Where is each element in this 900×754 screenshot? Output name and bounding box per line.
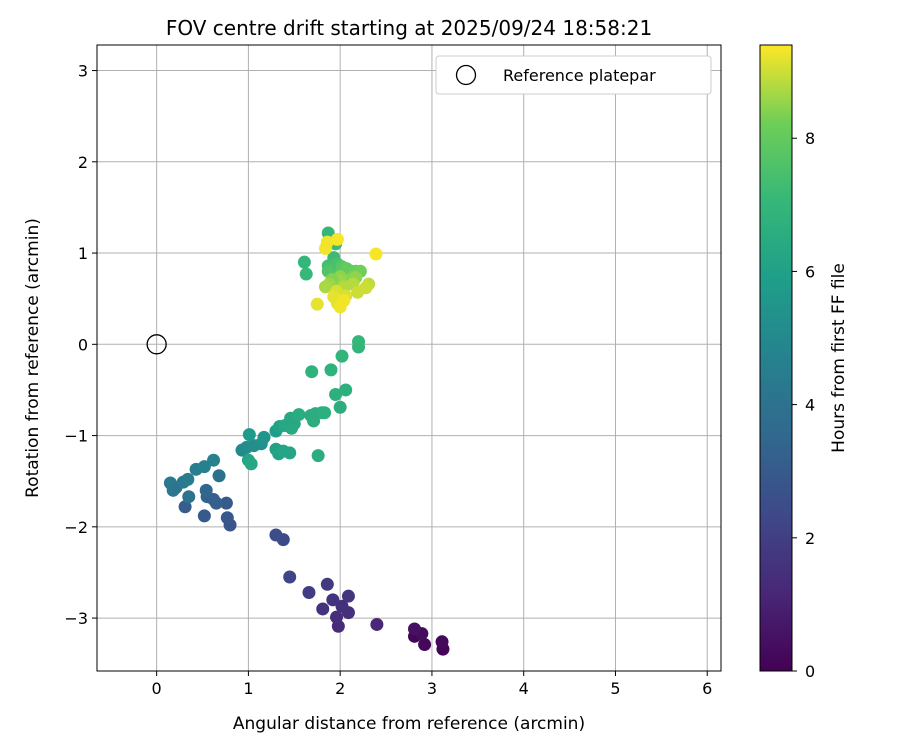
data-point <box>326 593 340 607</box>
data-point <box>305 365 319 379</box>
data-point <box>297 255 311 269</box>
legend-marker <box>455 64 477 86</box>
grid <box>97 45 721 671</box>
x-ticks: 0 1 2 3 4 5 6 <box>152 671 712 698</box>
data-point <box>181 472 195 486</box>
data-point <box>370 617 384 631</box>
y-tick-label: −3 <box>64 609 88 628</box>
data-point <box>418 638 432 652</box>
x-tick-label: 0 <box>152 679 162 698</box>
data-points <box>163 226 450 656</box>
data-point <box>299 267 313 281</box>
data-point <box>244 457 258 471</box>
data-point <box>330 232 344 246</box>
chart-title: FOV centre drift starting at 2025/09/24 … <box>166 16 652 40</box>
data-point <box>220 511 234 525</box>
y-tick-label: 0 <box>78 335 88 354</box>
y-tick-label: 1 <box>78 244 88 263</box>
x-tick-label: 3 <box>427 679 437 698</box>
y-tick-label: 2 <box>78 153 88 172</box>
data-point <box>333 400 347 414</box>
data-point <box>337 294 351 308</box>
data-point <box>219 496 233 510</box>
colorbar-ticks: 0 2 4 6 8 <box>792 129 815 681</box>
reference-marker <box>146 334 167 355</box>
data-point <box>435 635 449 649</box>
data-point <box>257 430 271 444</box>
colorbar-tick-label: 4 <box>805 396 815 415</box>
data-point <box>318 406 332 420</box>
data-point <box>352 335 366 349</box>
colorbar-label: Hours from first FF file <box>829 263 849 453</box>
data-point <box>339 383 353 397</box>
data-point <box>329 388 343 402</box>
data-point <box>197 460 211 474</box>
colorbar-tick-label: 8 <box>805 129 815 148</box>
colorbar-tick-label: 6 <box>805 262 815 281</box>
reference-point <box>146 334 167 355</box>
data-point <box>318 280 332 294</box>
data-point <box>316 602 330 616</box>
data-point <box>320 577 334 591</box>
y-axis-label: Rotation from reference (arcmin) <box>23 218 43 498</box>
x-tick-label: 6 <box>702 679 712 698</box>
data-point <box>324 363 338 377</box>
x-tick-label: 2 <box>335 679 345 698</box>
data-point <box>199 483 213 497</box>
y-tick-label: −1 <box>64 427 88 446</box>
x-tick-label: 4 <box>519 679 529 698</box>
data-point <box>408 622 422 636</box>
data-point <box>207 453 221 467</box>
data-point <box>335 349 349 363</box>
data-point <box>311 449 325 463</box>
legend-box <box>435 55 712 95</box>
colorbar-tick-label: 2 <box>805 529 815 548</box>
data-point <box>351 285 365 299</box>
data-point <box>292 408 306 422</box>
data-point <box>207 492 221 506</box>
y-ticks: −3 −2 −1 0 1 2 3 <box>64 62 97 628</box>
colorbar-tick-label: 0 <box>805 662 815 681</box>
data-point <box>335 599 349 613</box>
data-point <box>283 570 297 584</box>
data-point <box>212 469 226 483</box>
data-point <box>341 589 355 603</box>
y-tick-label: −2 <box>64 518 88 537</box>
data-point <box>242 428 256 442</box>
data-point <box>302 586 316 600</box>
data-point <box>197 509 211 523</box>
legend-label: Reference platepar <box>503 66 656 85</box>
data-point <box>283 446 297 460</box>
legend: Reference platepar <box>435 55 712 95</box>
data-point <box>330 610 344 624</box>
data-point <box>320 235 334 249</box>
plot-frame <box>96 44 722 672</box>
y-tick-label: 3 <box>78 62 88 81</box>
data-point <box>369 247 383 261</box>
data-point <box>310 297 324 311</box>
x-tick-label: 5 <box>610 679 620 698</box>
data-point <box>182 490 196 504</box>
data-point <box>178 500 192 514</box>
colorbar: 0 2 4 6 8 Hours from first FF file <box>759 44 849 681</box>
x-tick-label: 1 <box>243 679 253 698</box>
colorbar-gradient <box>759 44 793 672</box>
data-point <box>269 528 283 542</box>
x-axis-label: Angular distance from reference (arcmin) <box>233 714 585 734</box>
